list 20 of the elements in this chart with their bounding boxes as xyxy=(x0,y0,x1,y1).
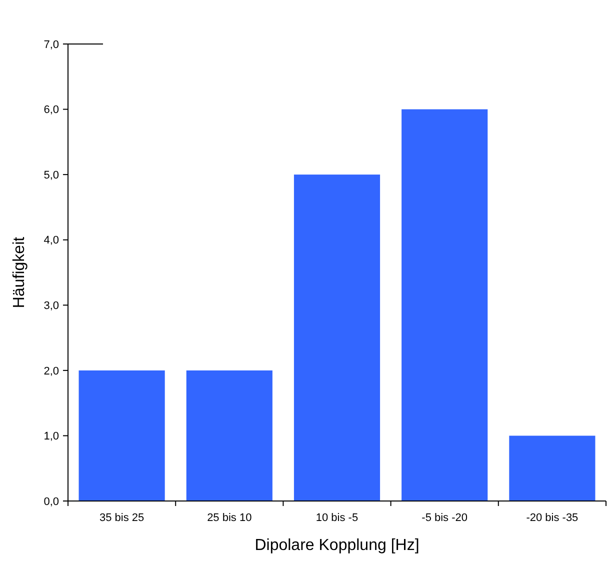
x-tick-label: 10 bis -5 xyxy=(316,512,358,524)
bar xyxy=(402,109,488,501)
y-tick-label: 7,0 xyxy=(44,38,59,51)
x-tick-label: 25 bis 10 xyxy=(207,512,252,524)
bar xyxy=(186,370,272,501)
y-tick-label: 5,0 xyxy=(44,169,59,182)
y-axis-title: Häufigkeit xyxy=(11,236,28,308)
y-tick-label: 1,0 xyxy=(44,430,59,443)
x-tick-label: -5 bis -20 xyxy=(422,512,468,524)
bar xyxy=(78,370,165,501)
y-tick-label: 6,0 xyxy=(44,104,59,116)
bar xyxy=(509,436,596,501)
y-tick-label: 3,0 xyxy=(44,300,59,312)
y-tick-label: 0,0 xyxy=(44,496,59,508)
x-tick-label: -20 bis -35 xyxy=(526,512,578,524)
x-axis-title: Dipolare Kopplung [Hz] xyxy=(254,537,420,554)
x-tick-label: 35 bis 25 xyxy=(99,512,144,524)
y-tick-label: 2,0 xyxy=(44,365,59,378)
y-tick-label: 4,0 xyxy=(44,234,59,247)
bar xyxy=(294,174,380,501)
